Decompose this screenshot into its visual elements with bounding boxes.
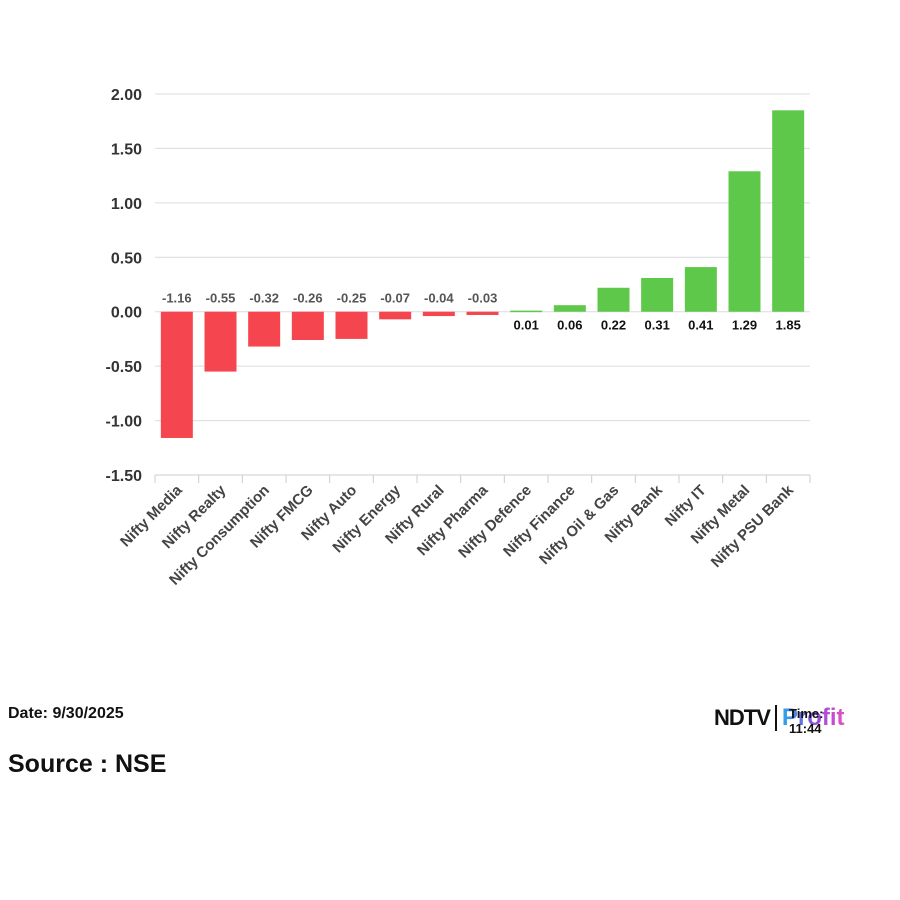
data-label: 1.85 bbox=[776, 318, 801, 333]
time-label: Time: 11:44 bbox=[789, 706, 824, 736]
data-label: -1.16 bbox=[162, 291, 192, 306]
logo-divider bbox=[774, 705, 777, 731]
bar bbox=[510, 310, 543, 313]
data-label: 1.29 bbox=[732, 318, 757, 333]
data-label: -0.03 bbox=[468, 291, 498, 306]
bar bbox=[772, 110, 805, 312]
bar bbox=[204, 311, 237, 372]
ndtv-profit-logo: NDTV Profit Time: 11:44 bbox=[714, 702, 845, 736]
y-tick-label: 1.50 bbox=[111, 141, 142, 158]
bar bbox=[422, 311, 455, 317]
data-label: 0.41 bbox=[688, 318, 713, 333]
y-tick-label: 0.00 bbox=[111, 305, 142, 322]
bar-chart: 2.00 1.50 1.00 0.50 0.00 -0.50 -1.00 -1.50 -1.16… bbox=[106, 87, 811, 589]
data-label: -0.26 bbox=[293, 291, 323, 306]
y-tick-label: 1.00 bbox=[111, 196, 142, 213]
source-label: Source : NSE bbox=[8, 750, 167, 778]
data-label: -0.55 bbox=[206, 291, 236, 306]
data-label: -0.07 bbox=[380, 291, 410, 306]
logo-ndtv-text: NDTV bbox=[714, 705, 771, 730]
bar bbox=[160, 311, 193, 438]
x-tick-label: Nifty Oil & Gas bbox=[536, 482, 622, 568]
data-label: 0.22 bbox=[601, 318, 626, 333]
y-tick-label: 2.00 bbox=[111, 87, 142, 104]
logo-profit-text: Profit bbox=[781, 704, 845, 731]
bar bbox=[335, 311, 368, 339]
bar bbox=[684, 267, 717, 312]
data-label: 0.01 bbox=[514, 318, 539, 333]
date-label: Date: 9/30/2025 bbox=[8, 705, 124, 722]
bar bbox=[466, 311, 499, 315]
bar bbox=[553, 305, 586, 312]
bar bbox=[641, 277, 674, 312]
y-tick-label: -0.50 bbox=[106, 359, 143, 376]
data-label: -0.04 bbox=[424, 291, 454, 306]
bar bbox=[248, 311, 281, 347]
data-label: -0.25 bbox=[337, 291, 367, 306]
y-tick-label: -1.50 bbox=[106, 468, 143, 485]
bar bbox=[291, 311, 324, 341]
y-tick-label: 0.50 bbox=[111, 250, 142, 267]
bar bbox=[597, 287, 630, 312]
bar bbox=[379, 311, 412, 320]
bar bbox=[728, 171, 761, 312]
data-label: -0.32 bbox=[249, 291, 279, 306]
data-label: 0.31 bbox=[645, 318, 670, 333]
x-tick-label: Nifty PSU Bank bbox=[708, 481, 798, 571]
data-label: 0.06 bbox=[557, 318, 582, 333]
y-tick-label: -1.00 bbox=[106, 414, 143, 431]
